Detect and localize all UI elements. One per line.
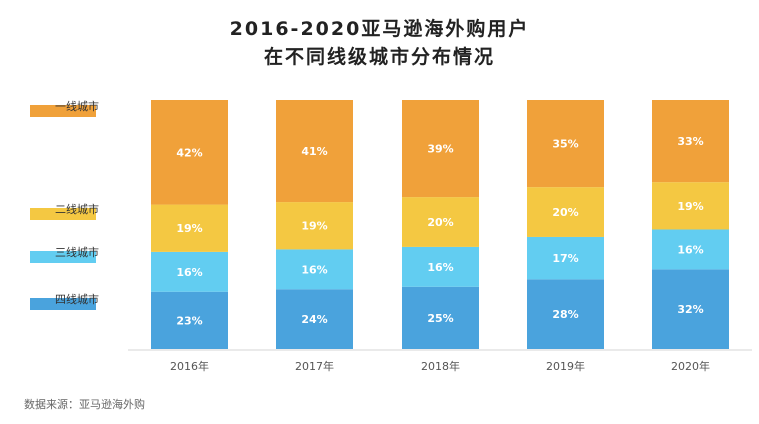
data-label-2017年-一线城市: 41% xyxy=(301,145,327,158)
data-label-2020年-三线城市: 16% xyxy=(677,243,703,256)
data-label-2019年-二线城市: 20% xyxy=(552,206,578,219)
bar-segment-2017年-四线城市 xyxy=(276,289,353,349)
legend-label-三线城市: 三线城市 xyxy=(55,245,99,259)
data-label-2016年-二线城市: 19% xyxy=(176,222,202,235)
legend-swatch-四线城市 xyxy=(30,298,96,310)
bar-segment-2018年-四线城市 xyxy=(402,286,479,349)
data-label-2020年-一线城市: 33% xyxy=(677,135,703,148)
data-label-2020年-四线城市: 32% xyxy=(677,303,703,316)
data-label-2019年-四线城市: 28% xyxy=(552,308,578,321)
data-label-2019年-三线城市: 17% xyxy=(552,252,578,265)
data-label-2016年-三线城市: 16% xyxy=(176,266,202,279)
bar-segment-2016年-三线城市 xyxy=(151,251,228,292)
legend-swatch-三线城市 xyxy=(30,251,96,263)
legend-swatch-二线城市 xyxy=(30,208,96,220)
x-tick-label-2016年: 2016年 xyxy=(170,359,209,373)
bar-segment-2018年-二线城市 xyxy=(402,197,479,247)
bar-segment-2020年-二线城市 xyxy=(652,182,729,230)
data-label-2018年-三线城市: 16% xyxy=(427,261,453,274)
bar-segment-2016年-二线城市 xyxy=(151,204,228,252)
data-label-2018年-一线城市: 39% xyxy=(427,143,453,156)
bar-segment-2019年-三线城市 xyxy=(527,236,604,280)
data-label-2017年-二线城市: 19% xyxy=(301,220,327,233)
data-label-2017年-三线城市: 16% xyxy=(301,263,327,276)
data-label-2019年-一线城市: 35% xyxy=(552,138,578,151)
chart-title-line-1: 2016-2020亚马逊海外购用户 xyxy=(229,18,530,40)
bar-segment-2016年-一线城市 xyxy=(151,100,228,205)
bar-segment-2019年-二线城市 xyxy=(527,187,604,237)
data-label-2018年-四线城市: 25% xyxy=(427,312,453,325)
chart-title-line-2: 在不同线级城市分布情况 xyxy=(263,46,495,68)
bar-segment-2019年-一线城市 xyxy=(527,100,604,188)
legend-swatch-一线城市 xyxy=(30,105,96,117)
bar-segment-2018年-一线城市 xyxy=(402,100,479,198)
source-note: 数据来源：亚马逊海外购 xyxy=(24,398,145,411)
data-label-2018年-二线城市: 20% xyxy=(427,216,453,229)
bar-segment-2019年-四线城市 xyxy=(527,279,604,349)
bar-segment-2017年-三线城市 xyxy=(276,249,353,290)
bar-segment-2016年-四线城市 xyxy=(151,291,228,349)
legend-label-四线城市: 四线城市 xyxy=(55,292,99,306)
x-tick-label-2019年: 2019年 xyxy=(546,359,585,373)
bar-segment-2017年-二线城市 xyxy=(276,202,353,250)
data-label-2017年-四线城市: 24% xyxy=(301,313,327,326)
x-tick-label-2017年: 2017年 xyxy=(295,359,334,373)
bar-segment-2017年-一线城市 xyxy=(276,100,353,203)
bar-segment-2020年-三线城市 xyxy=(652,229,729,270)
x-tick-label-2018年: 2018年 xyxy=(421,359,460,373)
legend-label-二线城市: 二线城市 xyxy=(55,202,99,216)
bar-segment-2020年-一线城市 xyxy=(652,100,729,183)
x-tick-label-2020年: 2020年 xyxy=(671,359,710,373)
data-label-2020年-二线城市: 19% xyxy=(677,200,703,213)
bar-segment-2020年-四线城市 xyxy=(652,269,729,349)
legend-label-一线城市: 一线城市 xyxy=(55,99,99,113)
data-label-2016年-四线城市: 23% xyxy=(176,314,202,327)
bar-segment-2018年-三线城市 xyxy=(402,246,479,287)
data-label-2016年-一线城市: 42% xyxy=(176,146,202,159)
